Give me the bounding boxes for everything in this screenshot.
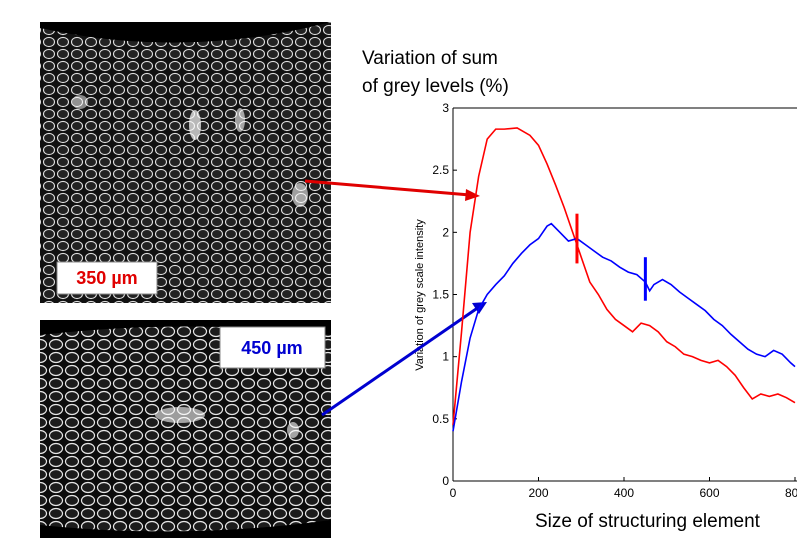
x-tick-label: 800	[785, 486, 797, 500]
x-axis-label: Size of structuring element	[535, 511, 761, 532]
y-tick-label: 0.5	[432, 412, 449, 426]
data-line	[452, 127, 796, 426]
data-line	[452, 222, 796, 432]
y-axis-label: Variation of grey scale intensity	[414, 219, 426, 371]
x-tick-label: 0	[450, 486, 457, 500]
x-tick-label: 200	[528, 486, 548, 500]
chart-title: of grey levels (%)	[362, 76, 509, 97]
y-tick-label: 2.5	[432, 163, 449, 177]
x-tick-label: 400	[614, 486, 634, 500]
chart-title: Variation of sum	[362, 48, 498, 69]
image-label: 450 µm	[241, 338, 302, 358]
y-tick-label: 0	[442, 474, 449, 488]
micrograph-top	[40, 22, 331, 303]
arrows	[304, 179, 487, 417]
label-box	[56, 261, 158, 295]
y-tick-label: 2	[442, 225, 449, 239]
image-label: 350 µm	[76, 268, 137, 288]
x-tick-label: 600	[699, 486, 719, 500]
y-tick-label: 1.5	[432, 288, 449, 302]
label-box	[219, 326, 326, 369]
y-tick-label: 1	[442, 350, 449, 364]
y-tick-label: 3	[442, 101, 449, 115]
